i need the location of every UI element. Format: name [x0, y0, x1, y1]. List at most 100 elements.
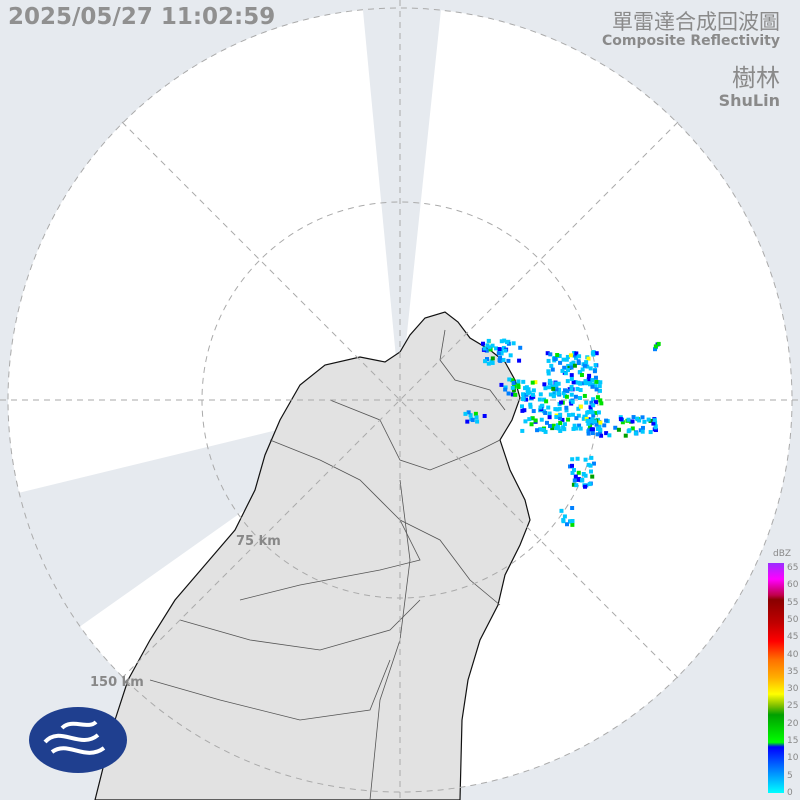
- echo-cell: [570, 463, 574, 468]
- echo-cell: [574, 351, 579, 356]
- echo-cell: [571, 482, 576, 487]
- legend-tick: 10: [787, 753, 799, 764]
- echo-cell: [594, 422, 599, 427]
- echo-cell: [549, 363, 554, 368]
- echo-cell: [587, 482, 592, 487]
- echo-cell: [466, 410, 471, 415]
- echo-cell: [487, 345, 492, 350]
- echo-cell: [588, 366, 593, 371]
- echo-cell: [527, 390, 532, 395]
- echo-cell: [553, 407, 558, 412]
- echo-cell: [558, 416, 563, 421]
- echo-cell: [581, 416, 586, 421]
- echo-cell: [576, 476, 581, 481]
- echo-cell: [571, 426, 576, 431]
- echo-cell: [571, 468, 576, 473]
- echo-cell: [570, 412, 575, 417]
- echo-cell: [486, 361, 491, 366]
- echo-cell: [613, 425, 618, 430]
- echo-cell: [569, 361, 574, 366]
- echo-cell: [574, 416, 579, 421]
- echo-cell: [554, 415, 559, 420]
- echo-cell: [558, 412, 563, 417]
- echo-cell: [588, 469, 593, 474]
- echo-cell: [589, 427, 594, 432]
- echo-cell: [595, 426, 600, 431]
- echo-cell: [565, 379, 570, 384]
- echo-cell: [583, 381, 588, 386]
- echo-cell: [490, 343, 495, 348]
- echo-cell: [653, 347, 658, 352]
- echo-cell: [468, 413, 473, 418]
- echo-cell: [578, 370, 583, 375]
- echo-cell: [558, 420, 563, 425]
- echo-cell: [503, 348, 508, 353]
- echo-cell: [490, 360, 495, 365]
- echo-cell: [569, 387, 574, 392]
- echo-cell: [596, 410, 601, 415]
- legend-tick: 60: [787, 580, 799, 591]
- echo-cell: [520, 408, 525, 413]
- echo-cell: [570, 470, 575, 475]
- echo-cell: [583, 457, 588, 462]
- echo-cell: [499, 339, 504, 344]
- echo-cell: [597, 384, 602, 389]
- echo-cell: [572, 423, 577, 428]
- echo-cell: [520, 397, 525, 402]
- echo-cell: [542, 382, 547, 387]
- echo-cell: [570, 457, 575, 462]
- echo-cell: [578, 388, 583, 393]
- echo-cell: [593, 384, 598, 389]
- echo-cell: [523, 386, 528, 391]
- echo-cell: [558, 360, 563, 365]
- echo-cell: [480, 341, 485, 346]
- echo-cell: [576, 413, 581, 418]
- echo-cell: [533, 380, 538, 385]
- echo-cell: [652, 418, 657, 423]
- echo-cell: [554, 387, 559, 392]
- echo-cell: [620, 420, 625, 425]
- land-taiwan: [94, 311, 531, 800]
- echo-cell: [499, 382, 504, 387]
- echo-cell: [594, 351, 599, 356]
- echo-cell: [593, 410, 598, 415]
- echo-cell: [577, 395, 582, 400]
- echo-cell: [553, 357, 558, 362]
- legend-tick: 35: [787, 666, 799, 677]
- echo-cell: [528, 402, 533, 407]
- legend-tick: 55: [787, 597, 799, 608]
- echo-cell: [513, 392, 518, 397]
- echo-cell: [541, 428, 546, 433]
- echo-cell: [510, 392, 515, 397]
- echo-cell: [586, 462, 591, 467]
- echo-cell: [568, 519, 573, 524]
- echo-cell: [562, 422, 567, 427]
- echo-cell: [604, 431, 609, 436]
- echo-cell: [598, 380, 603, 385]
- echo-cell: [548, 392, 553, 397]
- echo-cell: [640, 415, 645, 420]
- echo-cell: [574, 426, 579, 431]
- echo-cell: [586, 377, 591, 382]
- echo-cell: [588, 405, 593, 410]
- echo-cell: [570, 399, 575, 404]
- echo-cell: [561, 425, 566, 430]
- echo-cell: [584, 400, 589, 405]
- echo-cell: [591, 403, 596, 408]
- echo-cell: [524, 397, 529, 402]
- echo-cell: [566, 417, 571, 422]
- echo-cell: [599, 433, 604, 438]
- echo-cell: [653, 428, 658, 433]
- echo-cell: [618, 417, 623, 422]
- echo-cell: [531, 409, 536, 414]
- echo-cell: [564, 357, 569, 362]
- echo-cell: [544, 399, 549, 404]
- echo-cell: [591, 397, 596, 402]
- echo-cell: [571, 360, 576, 365]
- echo-cell: [538, 405, 543, 410]
- echo-cell: [518, 345, 523, 350]
- echo-cell: [463, 411, 468, 416]
- echo-cell: [570, 506, 575, 511]
- echo-cell: [594, 387, 599, 392]
